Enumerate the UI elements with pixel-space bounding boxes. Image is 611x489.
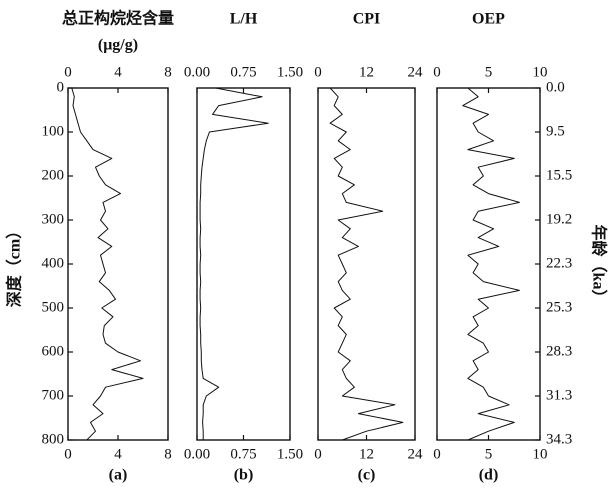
x-tick-label-top: 0 [433,64,441,80]
x-tick-label-bottom: 0.00 [184,446,210,462]
y-tick-label: 600 [42,343,65,359]
panel-title: OEP [472,11,505,28]
x-tick-label-bottom: 10 [533,446,548,462]
y2-tick-label: 25.3 [546,299,572,315]
panel-frame [196,87,291,441]
y2-tick-label: 34.3 [546,431,572,447]
panel-label: (d) [479,467,499,484]
y-tick-label: 500 [42,299,65,315]
data-line [462,87,520,441]
data-line [71,87,144,441]
x-tick-label-bottom: 1.50 [277,446,303,462]
y-tick-label: 0 [57,79,65,95]
data-line [199,87,269,440]
panel-label: (b) [234,467,254,484]
x-tick-label-top: 0.75 [230,64,256,80]
x-tick-label-top: 0 [64,64,72,80]
y2-axis-label: 年龄（ka） [589,225,608,306]
x-tick-label-bottom: 8 [164,446,172,462]
y-tick-label: 300 [42,211,65,227]
data-line [329,87,404,441]
y2-tick-label: 0.0 [546,79,565,95]
x-tick-label-top: 8 [164,64,172,80]
panel-title: L/H [230,11,258,28]
x-tick-label-bottom: 4 [114,446,122,462]
x-tick-label-top: 24 [408,64,424,80]
y2-tick-label: 31.3 [546,387,572,403]
panel-subtitle: (μg/g) [98,37,138,54]
y2-tick-label: 22.3 [546,255,572,271]
panel-frame [317,87,416,441]
panel-frame [67,87,169,441]
x-tick-label-top: 4 [114,64,122,80]
y-tick-label: 400 [42,255,65,271]
x-tick-label-bottom: 0 [64,446,72,462]
x-tick-label-top: 10 [533,64,548,80]
y2-tick-label: 28.3 [546,343,572,359]
y-tick-label: 800 [42,431,65,447]
x-tick-label-top: 0 [314,64,322,80]
x-tick-label-bottom: 0 [314,446,322,462]
y-axis-label: 深度（cm） [5,223,24,307]
x-tick-label-top: 1.50 [277,64,303,80]
x-tick-label-top: 5 [485,64,493,80]
panel-label: (c) [358,467,376,484]
y-tick-label: 200 [42,167,65,183]
x-tick-label-bottom: 24 [408,446,424,462]
panel-frame [436,87,541,441]
y2-tick-label: 19.2 [546,211,572,227]
panel-title: 总正构烷烃含量 [62,9,174,28]
panel-label: (a) [109,467,128,484]
y2-tick-label: 9.5 [546,123,565,139]
x-tick-label-bottom: 0 [433,446,441,462]
x-tick-label-bottom: 5 [485,446,493,462]
x-tick-label-top: 12 [359,64,374,80]
panel-title: CPI [353,11,381,28]
y-tick-label: 700 [42,387,65,403]
y2-tick-label: 15.5 [546,167,572,183]
x-tick-label-bottom: 12 [359,446,374,462]
y-tick-label: 100 [42,123,65,139]
x-tick-label-top: 0.00 [184,64,210,80]
x-tick-label-bottom: 0.75 [230,446,256,462]
